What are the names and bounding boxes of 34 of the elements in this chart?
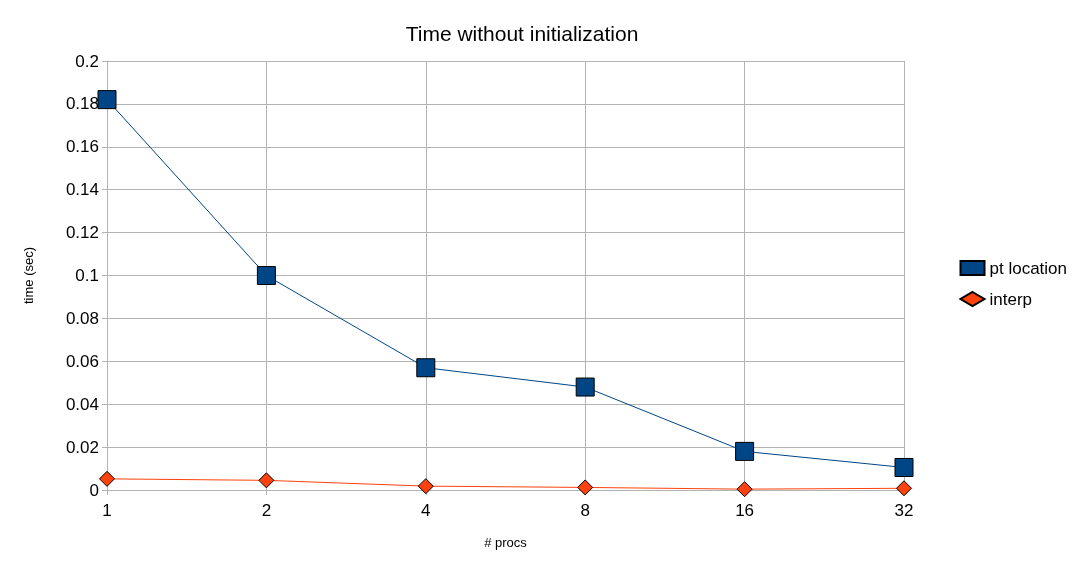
point (575, 377, 595, 397)
y-tick-label: 0.16 (65, 137, 99, 157)
x-axis-title: # procs (484, 535, 528, 550)
y-tick-label: 0.04 (65, 394, 99, 414)
point (736, 481, 753, 498)
point (97, 90, 117, 110)
y-tick-label: 0.06 (65, 351, 99, 371)
y-tick-label: 0.12 (65, 223, 99, 243)
x-tick-label: 32 (894, 501, 914, 520)
x-tick-label: 4 (421, 501, 431, 520)
legend-label: interp (989, 289, 1033, 309)
point (896, 480, 912, 497)
y-axis-title: time (sec) (21, 246, 36, 305)
point (416, 358, 436, 378)
point (735, 441, 755, 461)
y-tick-label: 0.1 (75, 266, 99, 285)
chart-title: Time without initialization (405, 22, 639, 45)
y-tick-label: 0.2 (75, 51, 99, 71)
point (417, 478, 434, 495)
y-tick-label: 0.14 (65, 180, 99, 200)
y-tick-label: 0.02 (65, 437, 99, 457)
point (99, 470, 115, 487)
point (577, 479, 594, 496)
point (256, 266, 276, 285)
y-tick-label: 0 (89, 480, 99, 500)
y-tick-label: 0.08 (65, 308, 99, 328)
x-tick-label: 1 (102, 501, 112, 520)
y-tick-label: 0.18 (65, 94, 99, 114)
x-tick-label: 16 (735, 501, 755, 520)
point (894, 457, 914, 477)
x-tick-label: 2 (261, 501, 272, 520)
legend-label: pt location (989, 258, 1067, 278)
x-tick-label: 8 (580, 501, 590, 520)
point (258, 472, 275, 489)
